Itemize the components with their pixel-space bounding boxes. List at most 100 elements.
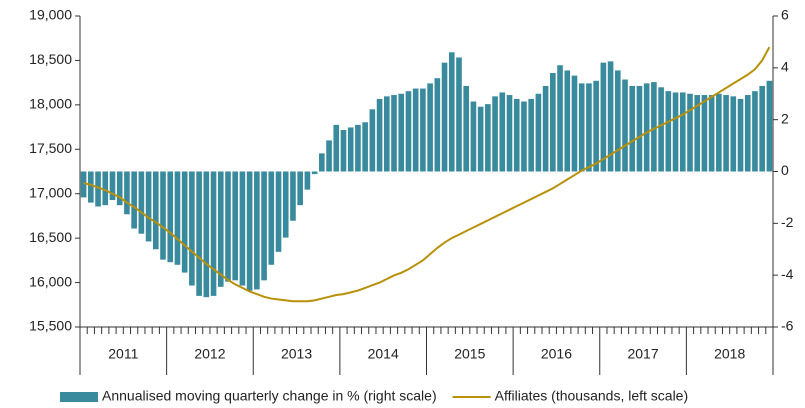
bar: [622, 79, 628, 172]
bar: [254, 171, 260, 290]
bar: [160, 171, 166, 260]
bar: [672, 92, 679, 172]
bar: [434, 78, 441, 172]
x-group-label: 2016: [541, 346, 572, 362]
bar: [593, 80, 599, 172]
bar: [716, 93, 722, 172]
x-group-label: 2018: [714, 346, 745, 362]
y-tick-label: 19,000: [29, 7, 72, 23]
bar: [304, 171, 311, 190]
bar: [398, 93, 405, 172]
bar: [131, 171, 137, 229]
bar: [347, 127, 354, 172]
bar: [651, 82, 657, 172]
bar: [766, 80, 773, 172]
bar: [752, 91, 758, 172]
bar: [614, 70, 621, 172]
bar: [492, 96, 498, 172]
y-tick-label: 17,000: [29, 184, 72, 200]
bar: [383, 96, 390, 172]
legend-label: Affiliates (thousands, left scale): [495, 388, 689, 404]
bar: [174, 171, 181, 265]
bar: [391, 95, 397, 172]
bar: [369, 109, 376, 172]
bar: [333, 124, 340, 172]
bar: [261, 171, 267, 281]
bar: [196, 171, 202, 296]
bar: [239, 171, 246, 286]
bar: [181, 171, 188, 273]
bar: [290, 171, 296, 221]
x-group-label: 2012: [194, 346, 225, 362]
bar: [708, 95, 715, 172]
line: [83, 46, 771, 303]
bar: [759, 85, 765, 172]
x-group-label: 2015: [454, 346, 485, 362]
x-group-label: 2011: [108, 346, 138, 362]
bar: [167, 171, 174, 263]
bar: [470, 101, 477, 172]
bar: [629, 85, 636, 172]
bar: [578, 83, 585, 172]
bar: [723, 95, 729, 172]
x-group-label: 2013: [281, 346, 312, 362]
bar: [600, 62, 607, 172]
bar: [88, 171, 94, 203]
bar: [355, 124, 361, 172]
y-tick-label: 15,500: [29, 318, 72, 334]
bar: [420, 88, 426, 172]
bar: [687, 93, 693, 172]
bar: [564, 70, 571, 172]
bar: [217, 171, 224, 287]
bar: [485, 104, 491, 172]
bar: [535, 93, 542, 172]
bar: [636, 85, 643, 172]
bar: [427, 83, 433, 172]
legend-swatch: [60, 392, 98, 402]
bar: [203, 171, 210, 298]
bar: [477, 106, 484, 172]
bar: [463, 85, 470, 172]
y2-tick-label: -4: [781, 266, 794, 282]
bar: [297, 171, 303, 206]
bar: [95, 171, 101, 207]
bar: [513, 98, 520, 172]
bar: [694, 95, 701, 172]
bar: [744, 95, 751, 172]
bar: [499, 92, 506, 172]
y-tick-label: 17,500: [29, 140, 72, 156]
bar: [145, 171, 152, 242]
bar: [441, 62, 448, 172]
bar: [737, 98, 744, 172]
bar: [448, 52, 455, 172]
bar: [326, 140, 332, 172]
y2-tick-label: 0: [781, 162, 789, 178]
bar: [679, 92, 686, 172]
bar: [528, 98, 534, 172]
y-tick-label: 16,000: [29, 273, 72, 289]
bar: [232, 171, 239, 281]
bar: [340, 130, 347, 172]
bar: [586, 83, 592, 172]
bar: [376, 98, 383, 172]
bar: [456, 57, 462, 172]
bar: [210, 171, 217, 296]
y-tick-label: 18,000: [29, 96, 72, 112]
bar: [571, 75, 578, 172]
bar: [405, 91, 412, 172]
y2-tick-label: 6: [781, 7, 789, 23]
bar: [557, 65, 563, 172]
bar: [506, 95, 513, 172]
bar: [412, 88, 419, 172]
y-tick-label: 18,500: [29, 51, 72, 67]
bar: [225, 171, 231, 282]
y-tick-label: 16,500: [29, 229, 72, 245]
y2-tick-label: 2: [781, 110, 789, 126]
bar: [109, 171, 116, 201]
y2-tick-label: 4: [781, 59, 789, 75]
bar: [521, 101, 527, 172]
x-group-label: 2014: [368, 346, 399, 362]
x-group-label: 2017: [627, 346, 658, 362]
bar: [282, 171, 289, 238]
y2-tick-label: -2: [781, 214, 794, 230]
